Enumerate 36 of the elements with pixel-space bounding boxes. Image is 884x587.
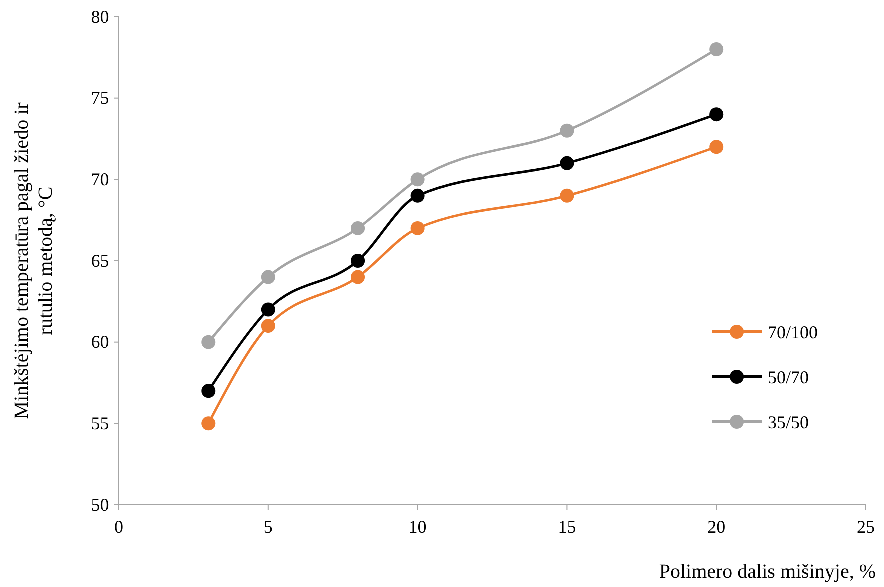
point (410, 221, 425, 236)
x-tick-label: 10 (408, 516, 427, 537)
x-axis-title: Polimero dalis mišinyje, % (659, 561, 876, 583)
point (710, 108, 724, 122)
legend-label: 50/70 (768, 367, 810, 388)
point (261, 319, 276, 334)
y-tick-label: 60 (91, 332, 110, 352)
x-tick-label: 25 (857, 516, 875, 537)
point (410, 188, 425, 203)
x-tick-label: 5 (264, 516, 273, 537)
point (351, 221, 366, 236)
point (261, 270, 276, 284)
point (410, 172, 425, 187)
point (351, 254, 366, 268)
x-tick-label: 0 (114, 516, 124, 537)
point (560, 124, 574, 138)
y-tick-label: 55 (91, 413, 110, 434)
point (560, 156, 574, 170)
point (202, 335, 216, 350)
y-tick-label: 50 (91, 494, 110, 515)
y-tick-label: 65 (91, 250, 110, 271)
x-tick-label: 15 (558, 516, 576, 537)
point (261, 302, 276, 317)
y-tick-label: 75 (91, 88, 110, 108)
point (202, 384, 216, 398)
legend-label: 35/50 (768, 412, 810, 432)
legend-label: 70/100 (768, 322, 818, 342)
point (351, 270, 366, 284)
point (710, 140, 724, 154)
point (710, 42, 724, 57)
point (560, 188, 574, 203)
x-tick-label: 20 (708, 516, 726, 537)
y-tick-label: 70 (91, 169, 110, 190)
y-axis-title: Minkštėjimo temperatūra pagal žiedo ir rutulio metodą, °C (11, 102, 57, 420)
point (202, 416, 216, 431)
y-tick-label: 80 (91, 6, 110, 27)
